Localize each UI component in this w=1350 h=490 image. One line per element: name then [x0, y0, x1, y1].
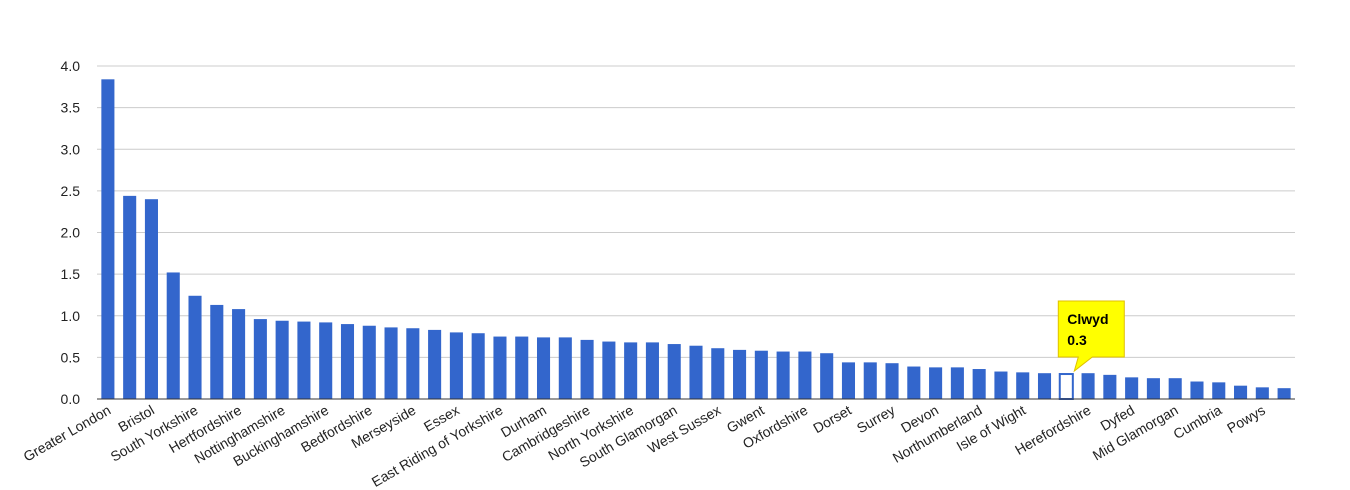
bar[interactable] [340, 324, 355, 399]
bar[interactable] [253, 319, 267, 399]
bar[interactable] [449, 332, 463, 399]
bar[interactable] [1037, 373, 1052, 399]
bar[interactable] [144, 199, 158, 399]
bar[interactable] [994, 371, 1008, 399]
bar[interactable] [950, 367, 964, 399]
tooltip-box [1057, 300, 1125, 373]
bar[interactable] [384, 327, 398, 399]
x-tick-label: Powys [1224, 402, 1268, 436]
bar[interactable] [166, 272, 180, 399]
y-tick-label: 1.5 [61, 266, 81, 282]
bar[interactable] [493, 336, 507, 399]
bar[interactable] [602, 341, 616, 399]
y-tick-label: 1.0 [61, 308, 81, 324]
y-tick-label: 3.5 [61, 100, 81, 116]
bar[interactable] [297, 321, 311, 399]
bar[interactable] [624, 342, 638, 399]
bar[interactable] [210, 304, 224, 399]
bar[interactable] [907, 366, 921, 399]
bar[interactable] [515, 336, 529, 399]
y-tick-label: 0.5 [61, 349, 81, 365]
bar[interactable] [319, 322, 333, 399]
bar[interactable] [101, 79, 115, 399]
y-tick-label: 4.0 [61, 58, 81, 74]
bar[interactable] [798, 351, 812, 399]
bar[interactable] [929, 367, 943, 399]
x-tick-label: Cumbria [1170, 402, 1224, 442]
bar[interactable] [820, 353, 834, 399]
bar[interactable] [1016, 372, 1030, 399]
x-tick-label: Surrey [854, 402, 898, 436]
bar[interactable] [1212, 382, 1226, 399]
bar[interactable] [558, 337, 572, 399]
bar[interactable] [123, 195, 137, 399]
bar[interactable] [711, 348, 725, 399]
bar[interactable] [232, 309, 246, 399]
bar[interactable] [1081, 373, 1095, 399]
bar[interactable] [1190, 381, 1204, 399]
bar[interactable] [188, 295, 202, 399]
bar[interactable] [645, 342, 659, 399]
bar-highlighted[interactable] [1058, 373, 1074, 400]
y-tick-label: 0.0 [61, 391, 81, 407]
x-tick-label: Mid Glamorgan [1090, 402, 1181, 464]
bar[interactable] [1103, 374, 1117, 399]
bar[interactable] [275, 320, 289, 399]
bar[interactable] [536, 337, 551, 399]
bar[interactable] [1277, 388, 1291, 399]
bars [101, 79, 1291, 400]
bar[interactable] [580, 339, 594, 399]
bar[interactable] [471, 333, 485, 399]
bar[interactable] [885, 363, 899, 399]
bar[interactable] [1234, 385, 1248, 399]
x-tick-label: Dorset [810, 402, 854, 437]
bar[interactable] [428, 329, 442, 399]
bar[interactable] [362, 325, 376, 399]
bar[interactable] [406, 328, 420, 399]
y-tick-label: 3.0 [61, 141, 81, 157]
y-tick-label: 2.5 [61, 183, 81, 199]
bar[interactable] [1146, 378, 1160, 399]
x-tick-label: Greater London [20, 402, 113, 465]
bar[interactable] [689, 345, 703, 399]
tooltip-value: 0.3 [1067, 332, 1087, 348]
tooltip: Clwyd 0.3 [1057, 300, 1125, 373]
bar[interactable] [1255, 387, 1269, 399]
bar[interactable] [754, 350, 768, 399]
bar[interactable] [776, 351, 790, 399]
gridlines [97, 65, 1295, 358]
y-tick-label: 2.0 [61, 225, 81, 241]
bar[interactable] [1125, 377, 1139, 399]
bar[interactable] [1168, 378, 1182, 399]
tooltip-category: Clwyd [1067, 311, 1108, 327]
bar[interactable] [667, 344, 681, 399]
bar[interactable] [733, 349, 747, 399]
bar[interactable] [863, 362, 877, 399]
bar[interactable] [972, 369, 986, 399]
y-axis-ticks: 0.0 0.5 1.0 1.5 2.0 2.5 3.0 3.5 4.0 [61, 58, 81, 407]
bar[interactable] [841, 362, 856, 399]
